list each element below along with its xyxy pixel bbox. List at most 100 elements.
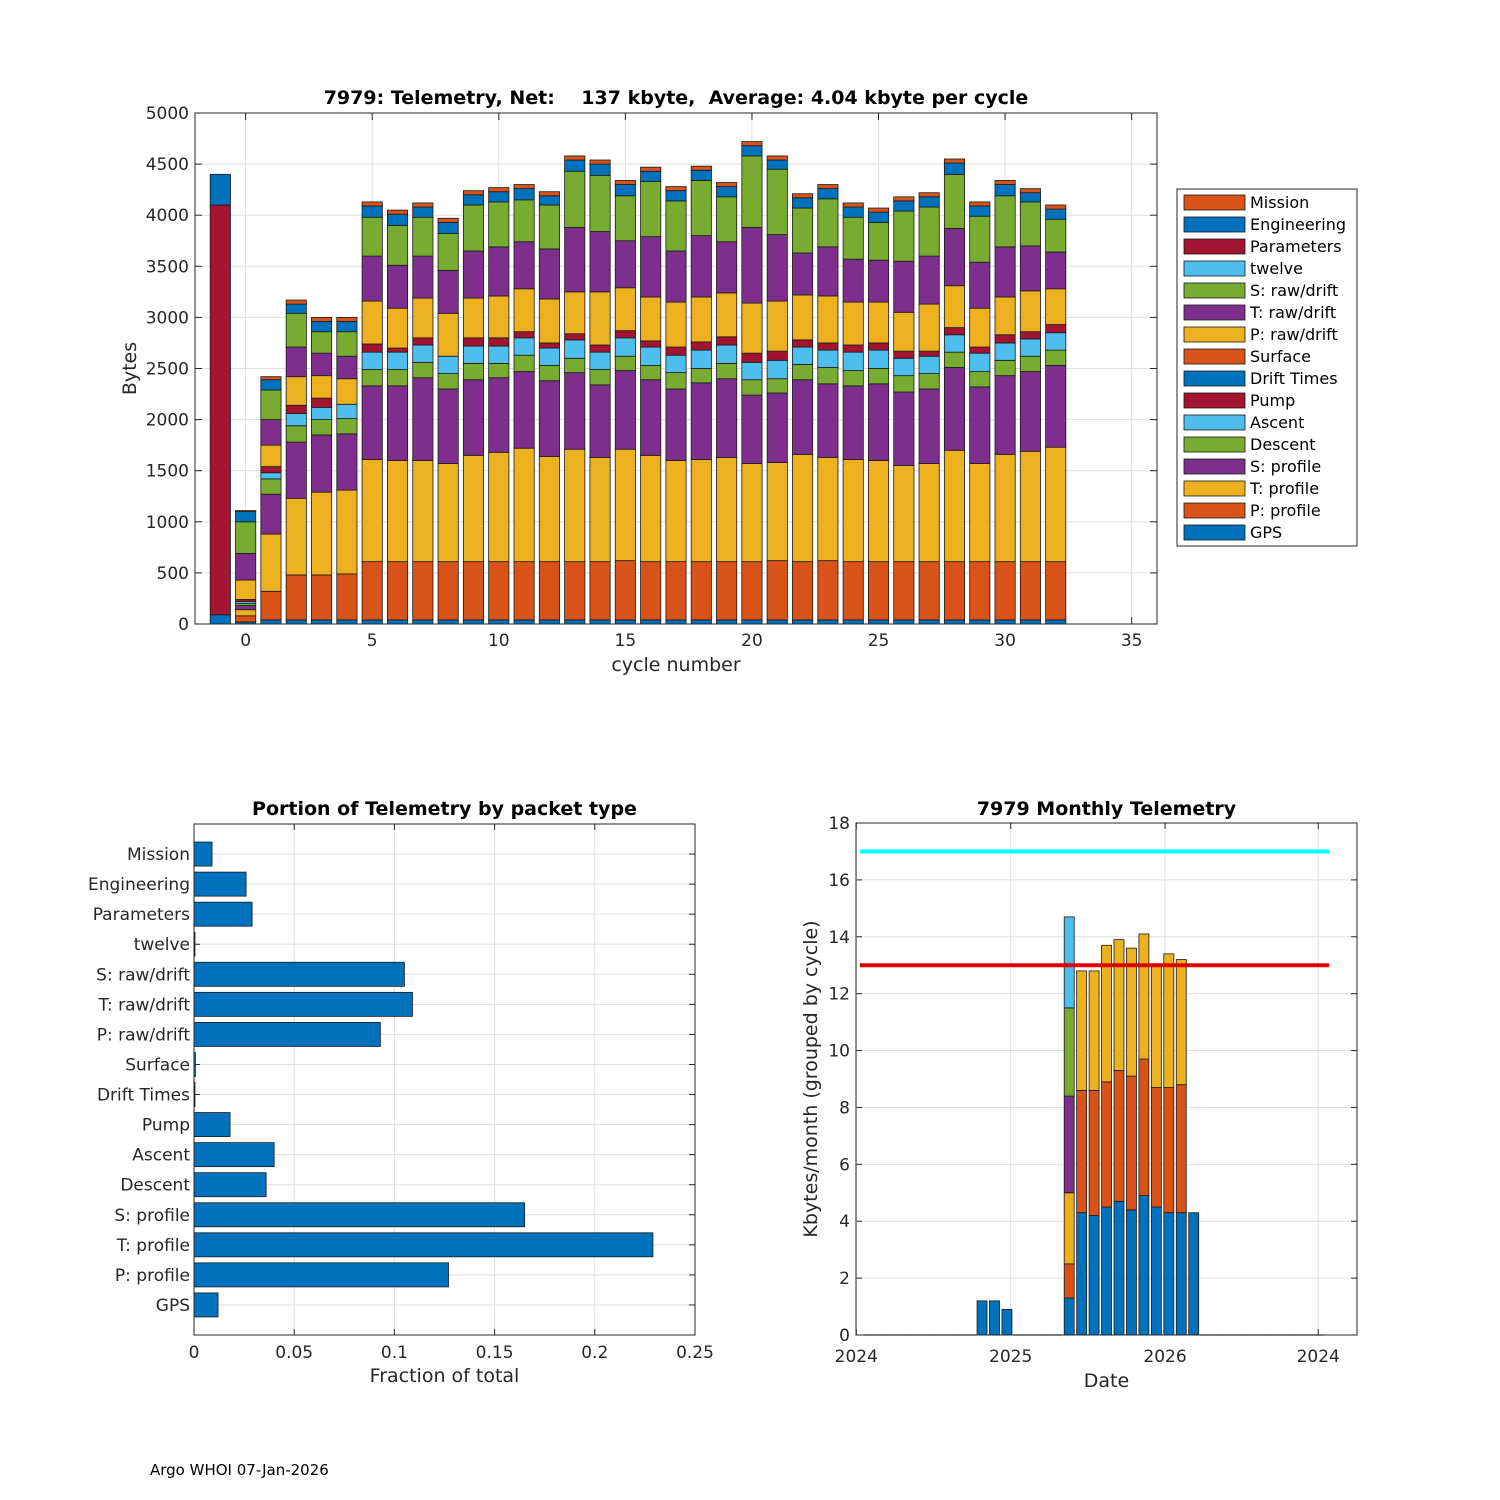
month-bar-segment — [1175, 1084, 1187, 1214]
bar-segment — [614, 330, 636, 339]
bar-segment — [792, 252, 814, 296]
bar-segment — [538, 561, 560, 621]
category-label: P: profile — [115, 1266, 190, 1286]
bar-segment — [640, 170, 662, 182]
bar-segment — [488, 345, 510, 364]
bar-segment — [640, 346, 662, 366]
bar-segment — [969, 463, 991, 563]
category-label: GPS — [156, 1296, 190, 1316]
chart-title: Portion of Telemetry by packet type — [252, 798, 637, 820]
bar-segment — [690, 561, 712, 621]
bar-segment — [564, 357, 586, 373]
bar-segment — [462, 337, 485, 347]
bar-segment — [716, 561, 738, 621]
bar-segment — [386, 209, 409, 215]
bar-segment — [488, 295, 510, 339]
bar-segment — [943, 158, 965, 164]
month-bar-segment — [1163, 1212, 1175, 1336]
x-axis-label: cycle number — [611, 654, 740, 676]
bar-segment — [311, 491, 333, 576]
bar-segment — [640, 296, 662, 342]
bar-segment — [766, 159, 788, 170]
bar-segment — [386, 213, 409, 226]
x-tick-label: 2024 — [835, 1347, 878, 1367]
bar-segment — [994, 184, 1016, 197]
bar-segment — [1045, 365, 1067, 448]
bar-segment — [690, 349, 712, 369]
y-tick-label: 8 — [839, 1098, 850, 1118]
bar-segment — [640, 181, 662, 238]
bar-segment — [1045, 561, 1067, 621]
bar-segment — [513, 331, 535, 339]
bar-segment — [943, 449, 965, 563]
bar-segment — [994, 619, 1016, 625]
bar-segment — [766, 300, 788, 352]
bar-segment — [969, 386, 991, 464]
bar-segment — [386, 369, 409, 387]
bar-segment — [412, 361, 434, 379]
bar-segment — [741, 379, 763, 396]
month-bar-segment — [1088, 1089, 1100, 1216]
bar-segment — [285, 404, 307, 414]
bar-segment — [260, 389, 282, 421]
bar-segment — [488, 337, 510, 347]
legend-swatch — [1183, 238, 1246, 255]
legend-swatch — [1183, 458, 1246, 475]
bar-segment — [285, 497, 307, 576]
bar-segment — [1045, 619, 1067, 625]
bar-segment — [665, 354, 687, 373]
bar-segment — [285, 376, 307, 406]
legend-entry: S: profile — [1250, 457, 1321, 476]
bar-segment — [538, 191, 560, 197]
bar-segment — [690, 180, 712, 237]
bar-segment — [437, 269, 459, 314]
bar-segment — [640, 561, 662, 621]
y-tick-label: 4000 — [146, 206, 189, 226]
bar-segment — [589, 174, 611, 232]
fraction-bar — [193, 1172, 267, 1198]
legend-swatch — [1183, 524, 1246, 541]
fraction-bar — [193, 1202, 526, 1228]
bar-segment — [994, 359, 1016, 377]
bar-segment — [842, 206, 864, 218]
bar-segment — [336, 331, 358, 357]
packet-fraction-chart: 0 0.05 0.1 0.15 0.2 0.25 Mission Engineering Par… — [88, 798, 714, 1387]
bar-segment — [665, 619, 687, 625]
bar-segment — [564, 339, 586, 359]
bar-segment — [412, 561, 434, 621]
bar-segment — [943, 367, 965, 451]
bar-segment — [1019, 245, 1041, 292]
bar-segment — [969, 215, 991, 263]
bar-segment — [766, 234, 788, 302]
bar-segment — [741, 141, 763, 147]
bar-segment — [868, 368, 890, 385]
bar-segment — [817, 184, 839, 190]
bar-segment — [893, 357, 915, 377]
month-bar-segment — [1063, 1095, 1075, 1194]
bar-segment — [311, 331, 333, 354]
bar-segment — [589, 369, 611, 386]
bar-segment — [614, 180, 636, 185]
bar-segment — [1019, 188, 1041, 194]
bar-segment — [260, 376, 282, 381]
bar-segment — [741, 227, 763, 304]
legend-swatch — [1183, 348, 1246, 365]
y-tick-label: 2000 — [146, 411, 189, 431]
bar-segment — [943, 327, 965, 336]
bar-segment — [614, 184, 636, 197]
month-bar-segment — [1150, 1087, 1162, 1208]
bar-segment — [488, 362, 510, 379]
bar-segment — [311, 434, 333, 493]
bar-segment — [361, 201, 383, 207]
bar-segment — [311, 574, 333, 621]
legend-entry: P: raw/drift — [1250, 325, 1338, 344]
bar-segment — [943, 619, 965, 625]
bar-segment — [918, 196, 940, 208]
bar-segment — [817, 367, 839, 385]
bar-segment — [538, 342, 560, 349]
bar-segment — [285, 303, 307, 314]
legend-swatch — [1183, 194, 1246, 211]
bar-segment — [437, 355, 459, 375]
bar-segment — [741, 361, 763, 381]
bar-segment — [361, 351, 383, 370]
